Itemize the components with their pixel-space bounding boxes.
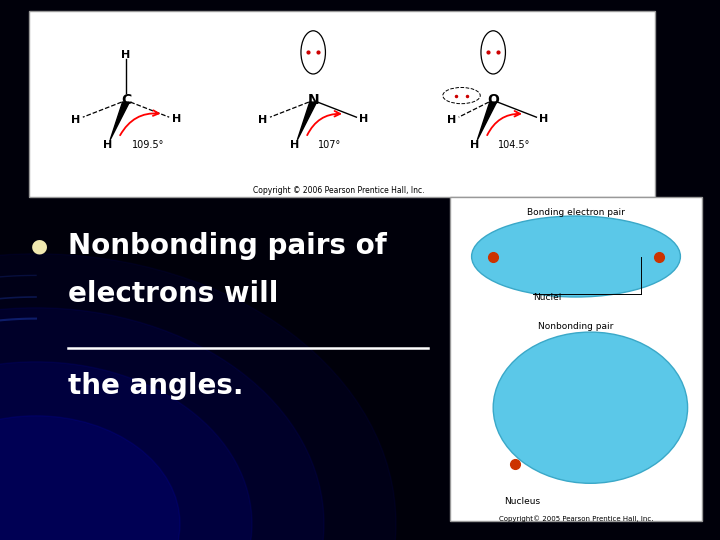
Text: ●: ● <box>31 236 48 255</box>
Circle shape <box>0 362 252 540</box>
Text: O: O <box>487 93 499 107</box>
Text: H: H <box>122 50 130 59</box>
Text: H: H <box>71 116 80 125</box>
Text: 107°: 107° <box>318 140 341 150</box>
Ellipse shape <box>443 87 480 104</box>
Text: H: H <box>447 115 456 125</box>
Text: Nucleus: Nucleus <box>504 497 540 505</box>
Text: C: C <box>121 93 131 107</box>
Ellipse shape <box>301 31 325 74</box>
Polygon shape <box>110 102 130 140</box>
Text: Bonding electron pair: Bonding electron pair <box>527 208 625 217</box>
FancyBboxPatch shape <box>450 197 702 521</box>
Text: the angles.: the angles. <box>68 372 244 400</box>
Circle shape <box>0 416 180 540</box>
Text: 109.5°: 109.5° <box>132 140 164 150</box>
Text: H: H <box>103 140 112 150</box>
Text: H: H <box>258 116 267 125</box>
Text: 104.5°: 104.5° <box>498 140 530 150</box>
Ellipse shape <box>481 31 505 74</box>
Text: H: H <box>470 140 479 150</box>
Text: Copyright© 2005 Pearson Prentice Hall, Inc.: Copyright© 2005 Pearson Prentice Hall, I… <box>499 515 653 522</box>
Circle shape <box>0 254 396 540</box>
Ellipse shape <box>472 216 680 297</box>
Text: Nonbonding pairs of: Nonbonding pairs of <box>68 232 387 260</box>
Text: Nuclei: Nuclei <box>533 293 561 301</box>
Text: Nonbonding pair: Nonbonding pair <box>539 322 613 331</box>
Text: H: H <box>359 114 368 124</box>
Circle shape <box>0 308 324 540</box>
Ellipse shape <box>493 332 688 483</box>
Text: H: H <box>290 140 299 150</box>
Text: H: H <box>172 114 181 124</box>
Text: H: H <box>539 114 548 124</box>
Polygon shape <box>477 102 497 140</box>
Text: Copyright © 2006 Pearson Prentice Hall, Inc.: Copyright © 2006 Pearson Prentice Hall, … <box>253 186 424 194</box>
FancyBboxPatch shape <box>29 11 655 197</box>
Polygon shape <box>297 102 317 140</box>
Text: N: N <box>307 93 319 107</box>
Text: electrons will: electrons will <box>68 280 279 308</box>
